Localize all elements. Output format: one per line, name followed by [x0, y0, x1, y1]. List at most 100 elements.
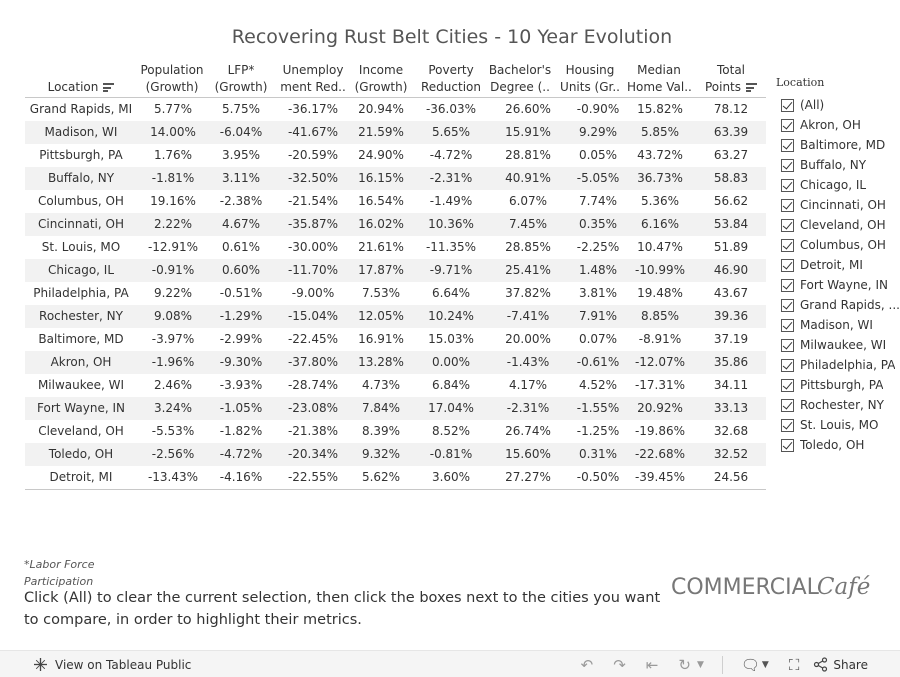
cell-bachelors: -2.31% [506, 401, 550, 415]
cell-lfp: 0.61% [221, 240, 261, 254]
filter-item[interactable]: Philadelphia, PA [776, 355, 900, 375]
table-row[interactable]: St. Louis, MO -12.91% 0.61% -30.00% 21.61% -1… [25, 236, 766, 259]
cell-population: 2.46% [153, 378, 193, 392]
share-button[interactable]: Share [813, 657, 868, 672]
filter-checkbox[interactable] [781, 138, 794, 152]
undo-icon[interactable]: ↶ [580, 655, 594, 674]
column-header-total[interactable]: Total Points [695, 62, 767, 96]
table-row[interactable]: Rochester, NY 9.08% -1.29% -15.04% 12.05% 10.… [25, 305, 766, 328]
redo-icon[interactable]: ↷ [613, 655, 626, 674]
filter-checkbox[interactable] [781, 338, 794, 352]
column-header-lfp[interactable]: LFP* (Growth) [211, 62, 271, 96]
cell-poverty: -36.03% [425, 102, 477, 116]
sort-icon[interactable] [103, 83, 115, 92]
column-header-median_home[interactable]: Median Home Val.. [627, 62, 691, 96]
filter-item-label: St. Louis, MO [800, 418, 879, 432]
table-row[interactable]: Milwaukee, WI 2.46% -3.93% -28.74% 4.73% 6.84… [25, 374, 766, 397]
cell-population: -5.53% [151, 424, 195, 438]
filter-item[interactable]: Pittsburgh, PA [776, 375, 900, 395]
column-header-housing[interactable]: Housing Units (Gr.. [557, 62, 623, 96]
column-header-population[interactable]: Population (Growth) [137, 62, 207, 96]
table-row[interactable]: Baltimore, MD -3.97% -2.99% -22.45% 16.91% 15… [25, 328, 766, 351]
filter-item[interactable]: Baltimore, MD [776, 135, 900, 155]
column-header-bachelors[interactable]: Bachelor's Degree (.. [485, 62, 555, 96]
cell-lfp: 4.67% [221, 217, 261, 231]
column-header-line1: Population [140, 63, 204, 77]
filter-item[interactable]: Fort Wayne, IN [776, 275, 900, 295]
table-row[interactable]: Chicago, IL -0.91% 0.60% -11.70% 17.87% -9.71… [25, 259, 766, 282]
pause-dropdown-chevron-icon[interactable]: ▼ [696, 659, 704, 670]
filter-item[interactable]: Chicago, IL [776, 175, 900, 195]
filter-item[interactable]: Cincinnati, OH [776, 195, 900, 215]
column-header-poverty[interactable]: Poverty Reduction [409, 62, 493, 96]
cell-lfp: -1.82% [219, 424, 263, 438]
filter-checkbox[interactable] [781, 278, 794, 292]
filter-item[interactable]: Cleveland, OH [776, 215, 900, 235]
cell-population: -0.91% [151, 263, 195, 277]
table-row[interactable]: Detroit, MI -13.43% -4.16% -22.55% 5.62% 3.60… [25, 466, 766, 489]
fullscreen-icon[interactable]: ⛶ [788, 655, 800, 674]
comment-icon[interactable]: 🗨 [740, 655, 760, 674]
column-header-location[interactable]: Location [25, 62, 137, 96]
cell-population: 5.77% [153, 102, 193, 116]
cell-lfp: -2.38% [219, 194, 263, 208]
filter-item-label: Fort Wayne, IN [800, 278, 888, 292]
view-on-tableau-public-link[interactable]: View on Tableau Public [33, 657, 191, 672]
refresh-icon[interactable]: ↻ [678, 655, 691, 674]
filter-checkbox[interactable] [781, 378, 794, 392]
table-row[interactable]: Pittsburgh, PA 1.76% 3.95% -20.59% 24.90% -4.… [25, 144, 766, 167]
table-row[interactable]: Toledo, OH -2.56% -4.72% -20.34% 9.32% -0.81%… [25, 443, 766, 466]
filter-item[interactable]: Detroit, MI [776, 255, 900, 275]
filter-checkbox[interactable] [781, 98, 794, 112]
cell-income: 12.05% [358, 309, 404, 323]
filter-checkbox[interactable] [781, 298, 794, 312]
cell-housing: 3.81% [578, 286, 618, 300]
filter-checkbox[interactable] [781, 418, 794, 432]
cell-total: 43.67 [713, 286, 749, 300]
filter-item[interactable]: Toledo, OH [776, 435, 900, 455]
revert-icon[interactable]: ⇤ [645, 655, 659, 674]
filter-checkbox[interactable] [781, 158, 794, 172]
filter-checkbox[interactable] [781, 438, 794, 452]
filter-item[interactable]: Rochester, NY [776, 395, 900, 415]
sort-icon[interactable] [746, 83, 758, 92]
cell-median_home: 6.16% [640, 217, 680, 231]
filter-checkbox[interactable] [781, 218, 794, 232]
filter-item[interactable]: (All) [776, 95, 900, 115]
filter-checkbox[interactable] [781, 258, 794, 272]
table-row[interactable]: Cincinnati, OH 2.22% 4.67% -35.87% 16.02% 10.… [25, 213, 766, 236]
filter-item[interactable]: Akron, OH [776, 115, 900, 135]
column-header-income[interactable]: Income (Growth) [353, 62, 409, 96]
cell-population: 14.00% [150, 125, 196, 139]
filter-checkbox[interactable] [781, 398, 794, 412]
filter-item[interactable]: Milwaukee, WI [776, 335, 900, 355]
table-row[interactable]: Fort Wayne, IN 3.24% -1.05% -23.08% 7.84% 17.… [25, 397, 766, 420]
filter-item[interactable]: Columbus, OH [776, 235, 900, 255]
table-row[interactable]: Akron, OH -1.96% -9.30% -37.80% 13.28% 0.00% -… [25, 351, 766, 374]
instructions-text: Click (All) to clear the current selecti… [24, 590, 661, 628]
filter-item[interactable]: St. Louis, MO [776, 415, 900, 435]
table-row[interactable]: Columbus, OH 19.16% -2.38% -21.54% 16.54% -1.… [25, 190, 766, 213]
filter-checkbox[interactable] [781, 118, 794, 132]
cell-median_home: 8.85% [640, 309, 680, 323]
filter-item[interactable]: Buffalo, NY [776, 155, 900, 175]
cell-housing: 0.35% [578, 217, 618, 231]
comment-dropdown-chevron-icon[interactable]: ▼ [761, 659, 769, 670]
column-header-unemployment[interactable]: Unemploy ment Red.. [275, 62, 351, 96]
cell-housing: -5.05% [576, 171, 620, 185]
cell-poverty: 8.52% [431, 424, 471, 438]
filter-item[interactable]: Grand Rapids, ... [776, 295, 900, 315]
filter-item[interactable]: Madison, WI [776, 315, 900, 335]
table-row[interactable]: Madison, WI 14.00% -6.04% -41.67% 21.59% 5.65… [25, 121, 766, 144]
filter-checkbox[interactable] [781, 198, 794, 212]
table-row[interactable]: Philadelphia, PA 9.22% -0.51% -9.00% 7.53% 6.… [25, 282, 766, 305]
table-row[interactable]: Buffalo, NY -1.81% 3.11% -32.50% 16.15% -2.31… [25, 167, 766, 190]
filter-checkbox[interactable] [781, 238, 794, 252]
table-row[interactable]: Grand Rapids, MI 5.77% 5.75% -36.17% 20.94% -… [25, 98, 766, 121]
cell-lfp: 0.60% [221, 263, 261, 277]
filter-checkbox[interactable] [781, 318, 794, 332]
filter-checkbox[interactable] [781, 178, 794, 192]
table-row[interactable]: Cleveland, OH -5.53% -1.82% -21.38% 8.39% 8.5… [25, 420, 766, 443]
filter-checkbox[interactable] [781, 358, 794, 372]
cell-total: 32.68 [713, 424, 749, 438]
